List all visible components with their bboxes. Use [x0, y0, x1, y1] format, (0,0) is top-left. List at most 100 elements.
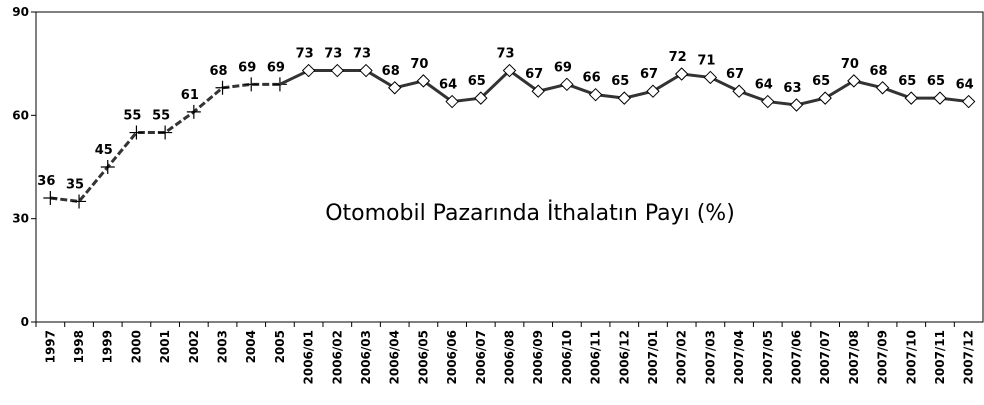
data-label: 68 — [209, 64, 227, 79]
marker — [674, 67, 689, 81]
x-tick-label: 2002 — [187, 330, 201, 363]
x-tick-label: 2006/04 — [388, 330, 402, 384]
x-tick-label: 2007/12 — [962, 330, 976, 384]
marker — [904, 91, 918, 105]
data-label: 45 — [95, 143, 113, 158]
marker — [875, 81, 890, 95]
x-tick-label: 2006/08 — [503, 330, 517, 384]
data-label: 65 — [927, 74, 945, 89]
data-label: 73 — [324, 47, 342, 62]
marker — [272, 77, 287, 92]
marker — [502, 63, 517, 78]
x-tick-label: 2006/02 — [330, 330, 344, 384]
data-label: 36 — [37, 174, 55, 189]
data-label: 55 — [152, 109, 170, 124]
data-label: 68 — [870, 64, 888, 79]
marker — [560, 77, 574, 92]
marker — [158, 125, 173, 140]
marker — [388, 81, 402, 95]
y-tick-label: 0 — [21, 315, 29, 329]
marker — [445, 94, 459, 109]
y-tick-label: 90 — [12, 5, 29, 19]
data-label: 65 — [468, 74, 486, 89]
data-label: 67 — [525, 67, 543, 82]
connector — [279, 69, 310, 86]
data-label: 72 — [669, 50, 687, 65]
x-tick-label: 2006/07 — [474, 330, 488, 384]
marker — [588, 87, 603, 102]
marker — [43, 191, 58, 205]
x-tick-label: 2007/05 — [761, 330, 775, 384]
x-tick-label: 2006/01 — [302, 330, 316, 384]
y-tick-label: 60 — [12, 108, 29, 122]
marker — [732, 84, 746, 98]
data-label: 71 — [697, 53, 715, 68]
data-label: 64 — [956, 78, 974, 93]
x-tick-label: 2007/09 — [876, 330, 890, 384]
x-tick-label: 2000 — [129, 330, 143, 363]
x-tick-label: 2007/02 — [675, 330, 689, 384]
x-tick-label: 1999 — [101, 330, 115, 363]
x-tick-label: 2006/03 — [359, 330, 373, 384]
x-tick-label: 2007/01 — [646, 330, 660, 384]
marker — [646, 84, 660, 98]
x-tick-label: 2005 — [273, 330, 287, 363]
x-tick-label: 2007/08 — [847, 330, 861, 384]
data-label: 73 — [296, 47, 314, 62]
y-tick-label: 30 — [12, 212, 29, 226]
marker — [789, 98, 804, 112]
marker — [301, 63, 316, 78]
x-tick-label: 2006/10 — [560, 330, 574, 384]
marker — [474, 91, 488, 105]
data-label: 67 — [640, 67, 658, 82]
x-tick-label: 2006/09 — [531, 330, 545, 384]
x-tick-label: 2006/05 — [416, 330, 430, 384]
data-label: 63 — [783, 81, 801, 96]
data-label: 65 — [812, 74, 830, 89]
x-tick-label: 2007/03 — [703, 330, 717, 384]
data-label: 65 — [898, 74, 916, 89]
marker — [961, 94, 976, 109]
x-tick-label: 2007/04 — [732, 330, 746, 384]
data-label: 70 — [841, 57, 859, 72]
marker — [215, 80, 230, 95]
x-tick-label: 2006/11 — [589, 330, 603, 384]
data-label: 61 — [181, 88, 199, 103]
marker — [100, 160, 115, 174]
marker — [847, 74, 861, 88]
data-label: 73 — [496, 47, 514, 62]
marker — [761, 94, 775, 109]
data-label: 35 — [66, 177, 84, 192]
marker — [617, 91, 631, 105]
x-tick-label: 2004 — [244, 330, 258, 363]
marker — [129, 125, 144, 140]
data-label: 55 — [123, 109, 141, 124]
data-label: 69 — [238, 60, 256, 75]
data-label: 64 — [755, 78, 773, 93]
x-tick-label: 1998 — [72, 330, 86, 363]
marker — [330, 63, 345, 78]
x-tick-label: 2006/12 — [617, 330, 631, 384]
annotation: Otomobil Pazarında İthalatın Payı (%) — [325, 200, 735, 226]
data-label: 69 — [554, 60, 572, 75]
marker — [933, 91, 947, 105]
line — [50, 82, 280, 204]
marker — [818, 91, 832, 105]
marker — [244, 77, 259, 92]
data-label: 70 — [410, 57, 428, 72]
x-tick-label: 2007/06 — [789, 330, 803, 384]
x-tick-label: 2006/06 — [445, 330, 459, 384]
x-tick-label: 1997 — [43, 330, 57, 363]
marker — [72, 194, 87, 209]
x-tick-label: 2007/07 — [818, 330, 832, 384]
x-tick-label: 2007/11 — [933, 330, 947, 384]
marker — [703, 70, 718, 85]
x-tick-label: 2003 — [216, 330, 230, 363]
marker — [359, 63, 373, 78]
marker — [416, 74, 431, 88]
data-label: 64 — [439, 78, 457, 93]
data-label: 73 — [353, 47, 371, 62]
data-label: 69 — [267, 60, 285, 75]
data-label: 68 — [382, 64, 400, 79]
